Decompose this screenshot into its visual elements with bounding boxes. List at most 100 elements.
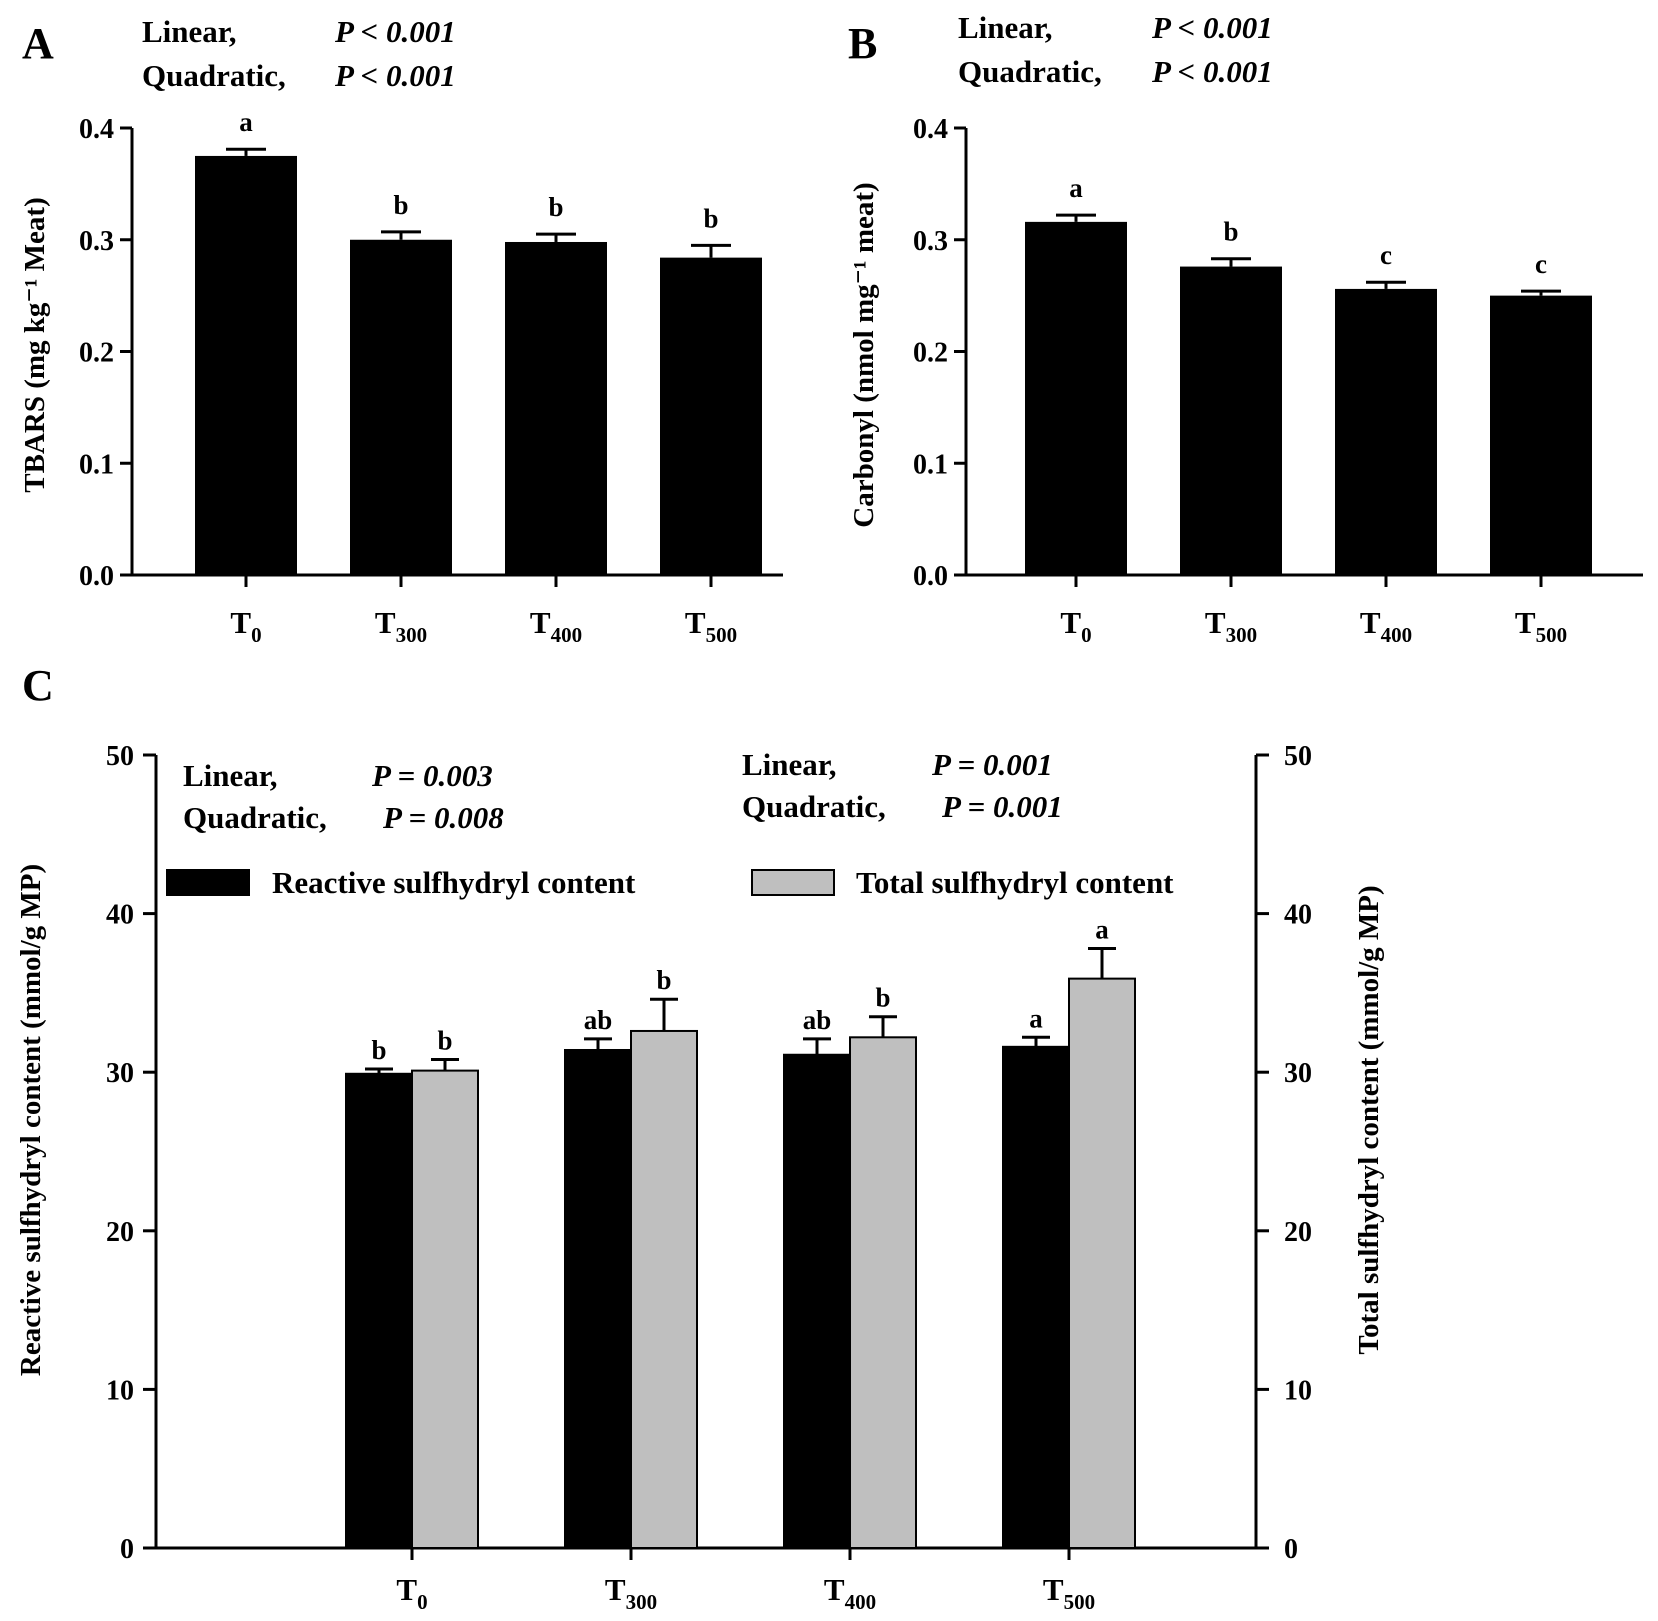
panel-c-y-tick-label-right: 0 <box>1284 1534 1298 1565</box>
panel-b-sig-letter: b <box>1223 217 1238 247</box>
panel-c-total-bar <box>411 1069 479 1549</box>
panel-b: B Linear, P < 0.001 Quadratic, P < 0.001… <box>848 10 1643 647</box>
panel-c-reactive-bar <box>564 1048 632 1549</box>
panel-c: C Linear, P = 0.003 Quadratic, P = 0.008… <box>15 661 1385 1614</box>
panel-b-y-tick-label: 0.1 <box>913 449 948 480</box>
panel-b-sig-letter: c <box>1535 249 1547 279</box>
panel-c-total-sig-letter: b <box>875 983 890 1013</box>
panel-c-total-bar <box>849 1036 917 1549</box>
panel-a-x-tick-label: T500 <box>685 605 737 647</box>
panel-b-x-tick-label: T300 <box>1205 605 1257 647</box>
panel-c-reactive-bar <box>1002 1045 1070 1549</box>
panel-c-y-tick-label-left: 10 <box>106 1375 134 1406</box>
panel-a-quadratic-label: Quadratic, <box>142 58 286 93</box>
panel-c-left-quadratic-p: P = 0.008 <box>382 800 504 835</box>
panel-a-y-tick-label: 0.3 <box>79 226 114 257</box>
panel-c-reactive-bar <box>783 1053 851 1550</box>
panel-b-x-tick-label: T0 <box>1060 605 1091 647</box>
panel-b-x-tick-label: T400 <box>1360 605 1412 647</box>
panel-c-total-bar <box>1068 977 1136 1549</box>
panel-c-y-tick-label-right: 40 <box>1284 900 1312 931</box>
panel-c-y-tick-label-left: 50 <box>106 741 134 772</box>
panel-b-letter: B <box>848 19 877 68</box>
panel-a-sig-letter: b <box>393 190 408 220</box>
panel-c-y-tick-label-left: 0 <box>120 1534 134 1565</box>
panel-a-quadratic-p: P < 0.001 <box>334 58 456 93</box>
panel-c-y-tick-label-right: 50 <box>1284 741 1312 772</box>
panel-c-x-tick-label: T500 <box>1043 1572 1095 1614</box>
panel-c-right-linear-p: P = 0.001 <box>931 747 1053 782</box>
panel-b-y-title: Carbonyl (nmol mg⁻¹ meat) <box>848 182 880 527</box>
panel-c-y-tick-label-left: 20 <box>106 1217 134 1248</box>
panel-a-sig-letter: b <box>703 203 718 233</box>
panel-b-bar <box>1180 266 1282 575</box>
panel-c-total-bar <box>630 1029 698 1549</box>
panel-a: A Linear, P < 0.001 Quadratic, P < 0.001… <box>19 14 783 647</box>
panel-a-linear-label: Linear, <box>142 14 236 49</box>
panel-c-right-quadratic-p: P = 0.001 <box>941 789 1063 824</box>
panel-a-bar <box>505 241 607 576</box>
panel-c-x-tick-label: T400 <box>824 1572 876 1614</box>
panel-a-sig-letter: b <box>548 192 563 222</box>
panel-a-x-tick-label: T300 <box>375 605 427 647</box>
panel-b-y-tick-label: 0.4 <box>913 114 948 145</box>
panel-b-bar <box>1490 295 1592 575</box>
panel-b-y-tick-label: 0.0 <box>913 561 948 592</box>
panel-c-total-sig-letter: b <box>437 1026 452 1056</box>
panel-b-bar <box>1025 221 1127 575</box>
panel-c-reactive-sig-letter: b <box>371 1035 386 1065</box>
panel-c-x-tick-label: T300 <box>605 1572 657 1614</box>
panel-b-sig-letter: a <box>1069 173 1083 203</box>
panel-c-right-linear-label: Linear, <box>742 747 836 782</box>
panel-b-y-tick-label: 0.2 <box>913 338 948 369</box>
panel-c-reactive-sig-letter: ab <box>803 1005 832 1035</box>
panel-b-x-tick-label: T500 <box>1515 605 1567 647</box>
panel-c-left-linear-p: P = 0.003 <box>371 758 493 793</box>
panel-a-plot: 0.0 0.1 0.2 0.3 0.4 a T0 b T300 b T400 b T500 <box>79 107 783 647</box>
panel-b-linear-p: P < 0.001 <box>1151 10 1273 45</box>
panel-b-plot: 0.0 0.1 0.2 0.3 0.4 a T0 b T300 c T400 c T500 <box>913 114 1643 647</box>
panel-c-letter: C <box>22 661 54 710</box>
panel-a-sig-letter: a <box>239 107 253 137</box>
panel-b-bar <box>1335 288 1437 575</box>
panel-c-y-tick-label-right: 30 <box>1284 1058 1312 1089</box>
panel-b-y-tick-label: 0.3 <box>913 226 948 257</box>
panel-c-y-title-left: Reactive sulfhydryl content (mmol/g MP) <box>15 864 47 1376</box>
panel-c-y-title-right: Total sulfhydryl content (mmol/g MP) <box>1353 885 1385 1354</box>
legend-swatch-reactive <box>166 869 250 896</box>
panel-c-left-quadratic-label: Quadratic, <box>183 800 327 835</box>
panel-c-reactive-sig-letter: ab <box>584 1005 613 1035</box>
legend-swatch-total <box>751 869 835 896</box>
panel-c-total-sig-letter: a <box>1095 914 1109 944</box>
panel-c-left-linear-label: Linear, <box>183 758 277 793</box>
legend-label-reactive: Reactive sulfhydryl content <box>272 865 636 900</box>
legend-label-total: Total sulfhydryl content <box>856 865 1174 900</box>
panel-c-reactive-bar <box>345 1072 413 1549</box>
panel-a-bar <box>195 155 297 575</box>
panel-c-plot: 0 0 10 10 20 20 30 30 40 40 50 50 b b T0 ab b T300 ab b T400… <box>106 741 1312 1614</box>
panel-a-letter: A <box>22 19 54 68</box>
panel-b-quadratic-label: Quadratic, <box>958 54 1102 89</box>
panel-c-reactive-sig-letter: a <box>1029 1003 1043 1033</box>
panel-b-linear-label: Linear, <box>958 10 1052 45</box>
panel-a-bar <box>350 239 452 575</box>
panel-a-linear-p: P < 0.001 <box>334 14 456 49</box>
panel-a-y-title: TBARS (mg kg⁻¹ Meat) <box>19 197 51 492</box>
panel-a-y-tick-label: 0.2 <box>79 338 114 369</box>
panel-a-y-tick-label: 0.0 <box>79 561 114 592</box>
panel-c-y-tick-label-right: 10 <box>1284 1375 1312 1406</box>
panel-a-bar <box>660 257 762 575</box>
panel-c-legend: Reactive sulfhydryl content Total sulfhy… <box>166 865 1174 900</box>
panel-c-x-tick-label: T0 <box>396 1572 427 1614</box>
panel-c-y-tick-label-right: 20 <box>1284 1217 1312 1248</box>
panel-c-total-sig-letter: b <box>656 965 671 995</box>
panel-a-x-tick-label: T400 <box>530 605 582 647</box>
panel-a-y-tick-label: 0.4 <box>79 114 114 145</box>
panel-c-y-tick-label-left: 40 <box>106 900 134 931</box>
panel-a-x-tick-label: T0 <box>230 605 261 647</box>
panel-c-y-tick-label-left: 30 <box>106 1058 134 1089</box>
panel-b-quadratic-p: P < 0.001 <box>1151 54 1273 89</box>
panel-c-right-quadratic-label: Quadratic, <box>742 789 886 824</box>
panel-b-sig-letter: c <box>1380 240 1392 270</box>
